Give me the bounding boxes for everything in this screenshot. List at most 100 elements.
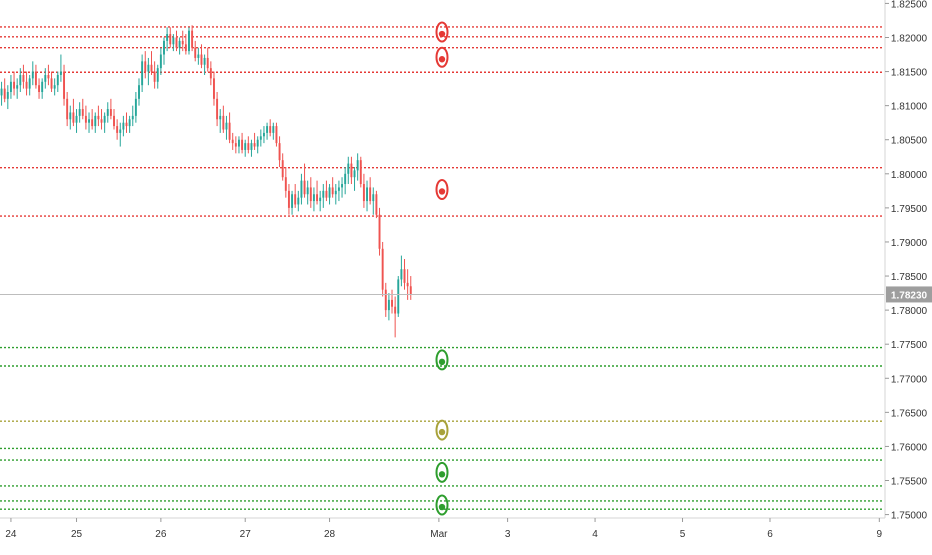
candle-down: [331, 177, 334, 198]
candle-down: [369, 177, 372, 205]
x-tick-label: 26: [155, 529, 167, 540]
candle-down: [216, 92, 219, 127]
candle-up: [147, 57, 150, 86]
candle-down: [381, 241, 384, 297]
candle-body: [150, 64, 153, 72]
candle-body: [272, 126, 275, 133]
candle-body: [337, 187, 340, 191]
candle-body: [144, 61, 147, 72]
candle-body: [147, 64, 150, 72]
candle-down: [184, 34, 187, 55]
candle-down: [409, 276, 412, 300]
candle-body: [294, 194, 297, 205]
candle-body: [41, 81, 44, 93]
candle-body: [331, 187, 334, 195]
y-tick-label: 1.81500: [891, 68, 928, 79]
candle-body: [59, 71, 62, 75]
candle-up: [372, 187, 375, 215]
candle-down: [394, 296, 397, 338]
candle-up: [156, 64, 159, 89]
x-tick-label: 6: [767, 529, 773, 540]
candle-up: [0, 81, 3, 106]
x-tick-label: 25: [71, 529, 83, 540]
candle-body: [69, 112, 72, 120]
candle-down: [22, 64, 25, 89]
candle-down: [362, 173, 365, 208]
candle-body: [97, 115, 100, 120]
candle-down: [247, 136, 250, 154]
candle-up: [141, 54, 144, 93]
y-tick-label: 1.78500: [891, 272, 928, 283]
candle-body: [344, 173, 347, 185]
candle-body: [219, 115, 222, 120]
candle-body: [156, 68, 159, 82]
candle-body: [375, 194, 378, 215]
candle-body: [384, 289, 387, 311]
level-marker-support: [435, 461, 449, 483]
x-axis[interactable]: 24 25 26 27 28 Mar 3 4 5 6 9: [0, 517, 885, 540]
candle-body: [131, 115, 134, 120]
candle-down: [359, 156, 362, 188]
candle-up: [334, 184, 337, 205]
candle-body: [13, 81, 16, 89]
candle-down: [213, 71, 215, 106]
candle-up: [19, 68, 22, 93]
candle-body: [16, 85, 19, 89]
candle-body: [284, 177, 287, 191]
candle-down: [294, 184, 297, 208]
candle-up: [78, 102, 81, 123]
candle-body: [178, 40, 181, 48]
marker-ring: [435, 349, 449, 371]
candle-down: [81, 98, 84, 120]
candle-body: [84, 115, 87, 123]
candle-body: [281, 160, 284, 178]
candle-body: [387, 299, 390, 311]
x-tick-label: 28: [324, 529, 336, 540]
candle-up: [266, 122, 269, 140]
candle-up: [103, 112, 106, 133]
y-tick-label: 1.82500: [891, 0, 928, 10]
candle-down: [200, 44, 203, 69]
candle-up: [16, 78, 19, 99]
candle-body: [269, 126, 272, 133]
x-tick-label: 9: [877, 529, 883, 540]
candle-up: [178, 37, 181, 55]
candle-body: [203, 57, 206, 65]
candle-up: [53, 78, 56, 96]
candle-body: [172, 37, 175, 45]
candle-down: [391, 289, 393, 314]
candle-down: [38, 78, 41, 99]
candle-body: [409, 286, 412, 295]
candle-down: [3, 78, 6, 103]
candle-body: [381, 248, 384, 290]
candle-down: [50, 71, 53, 93]
candle-up: [9, 74, 12, 99]
candle-up: [203, 54, 206, 75]
candle-body: [106, 109, 109, 116]
y-tick-label: 1.82000: [891, 33, 928, 44]
candle-body: [303, 180, 306, 195]
candle-body: [25, 81, 28, 89]
candle-up: [322, 184, 325, 208]
candle-down: [25, 71, 28, 96]
candle-body: [94, 115, 97, 127]
candle-up: [259, 129, 262, 147]
marker-dot: [438, 30, 446, 38]
candle-body: [163, 40, 165, 55]
candle-up: [106, 102, 109, 123]
level-markers: [435, 21, 449, 516]
candle-up: [219, 109, 222, 133]
candle-body: [169, 34, 172, 45]
candle-down: [191, 25, 194, 52]
candle-body: [122, 122, 125, 130]
y-tick-label: 1.80000: [891, 170, 928, 181]
candle-body: [6, 92, 9, 99]
candle-body: [328, 187, 331, 198]
candle-down: [275, 122, 278, 147]
candle-down: [97, 105, 100, 127]
x-tick-label: 27: [240, 529, 252, 540]
y-axis[interactable]: 1.82500 1.82000 1.81500 1.81000 1.80500 1.800…: [884, 0, 928, 522]
candle-body: [275, 126, 278, 144]
y-tick-label: 1.79000: [891, 238, 928, 249]
candle-body: [81, 109, 84, 116]
